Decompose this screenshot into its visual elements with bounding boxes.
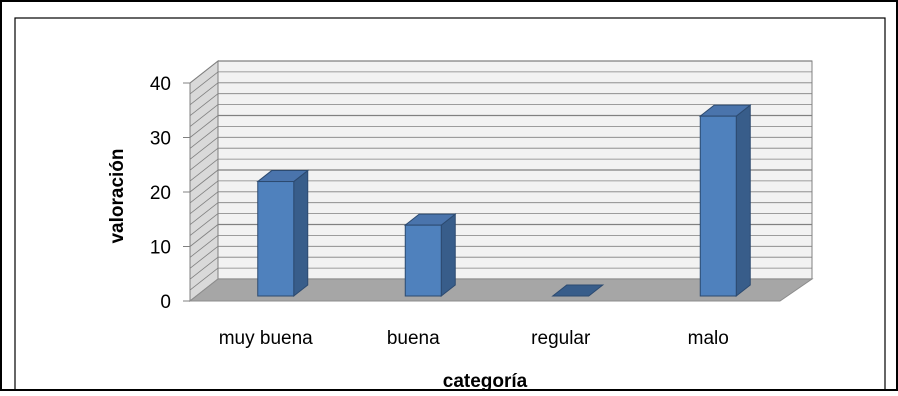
y-tick-label: 20 xyxy=(150,183,171,204)
bar-front xyxy=(699,115,737,297)
side-gridline xyxy=(189,267,219,291)
side-gridline xyxy=(189,158,219,182)
side-gridline xyxy=(189,202,219,226)
side-gridline xyxy=(189,60,219,84)
bar-side xyxy=(293,169,309,298)
floor-plane xyxy=(188,278,814,302)
side-gridline xyxy=(189,82,219,106)
side-gridline xyxy=(189,191,219,215)
bar-front xyxy=(404,224,442,297)
bar-side xyxy=(440,213,456,298)
side-gridline xyxy=(189,93,219,117)
side-gridline xyxy=(189,256,219,280)
y-axis-title: valoración xyxy=(107,148,128,243)
side-gridline xyxy=(189,147,219,171)
y-tick-label: 10 xyxy=(150,238,171,259)
side-gridline xyxy=(189,213,219,236)
x-axis-title: categoría xyxy=(443,371,528,391)
y-tick-label: 30 xyxy=(150,129,171,150)
chart-area-border xyxy=(14,17,886,396)
y-tick-label: 40 xyxy=(150,74,171,95)
side-gridline xyxy=(189,235,219,258)
x-tick-label: regular xyxy=(531,328,591,349)
y-tick-labels: 0 10 20 30 40 xyxy=(150,74,190,313)
bar-front xyxy=(257,181,295,297)
y-tick-label: 0 xyxy=(160,292,171,313)
side-gridline xyxy=(189,180,219,204)
bar-regular xyxy=(551,284,605,297)
x-tick-labels: muy buena buena regular malo xyxy=(219,328,729,349)
bar-buena xyxy=(403,213,457,298)
side-gridline xyxy=(189,169,219,193)
x-tick-label: buena xyxy=(387,328,440,349)
bar-muy-buena xyxy=(256,169,310,298)
x-tick-label: muy buena xyxy=(219,328,313,349)
side-gridline xyxy=(189,245,219,269)
side-gridline xyxy=(189,104,219,127)
side-gridline xyxy=(189,115,219,138)
bars xyxy=(256,104,752,298)
side-gridline xyxy=(189,126,219,149)
bar-malo xyxy=(698,104,752,298)
side-gridline xyxy=(189,71,219,95)
x-tick-label: malo xyxy=(688,328,729,349)
plot-floor xyxy=(188,278,814,302)
bar-side xyxy=(735,104,751,298)
side-gridline xyxy=(189,224,219,247)
side-gridline xyxy=(189,136,219,160)
